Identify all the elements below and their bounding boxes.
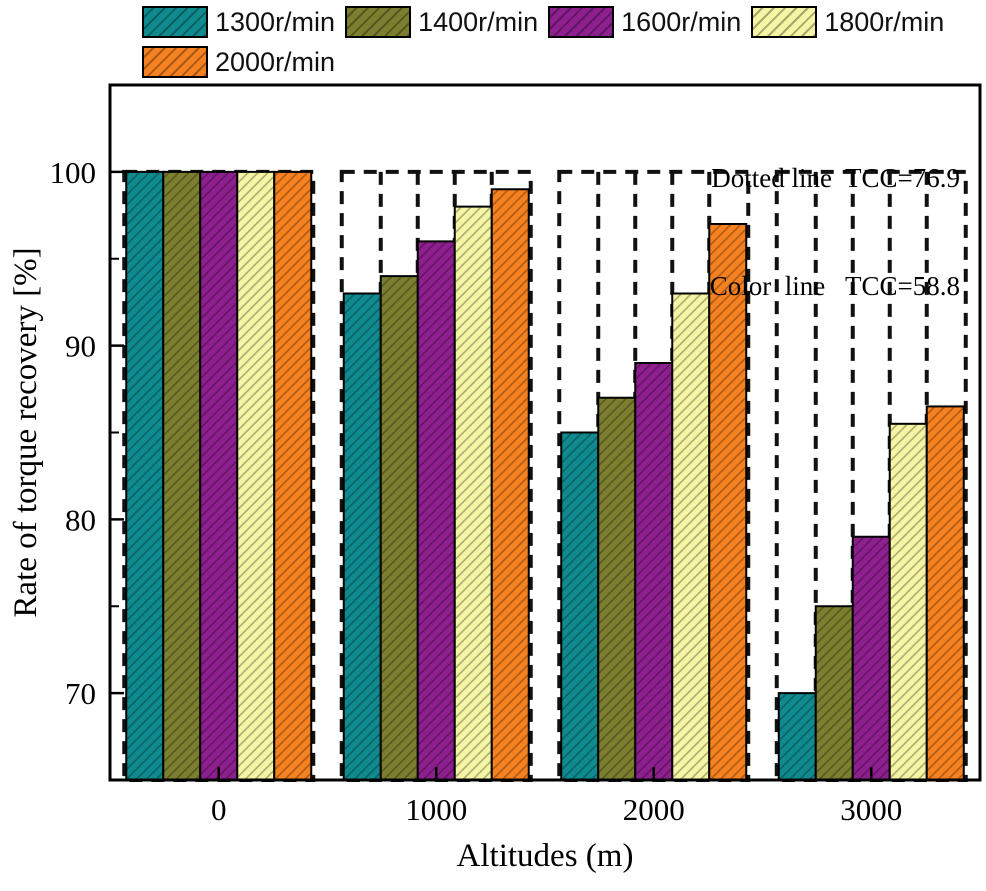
bar-hatch bbox=[381, 277, 417, 779]
legend-label-1800: 1800r/min bbox=[824, 7, 945, 37]
legend-item-1300: 1300r/min bbox=[142, 6, 335, 38]
legend-swatch-2000 bbox=[142, 46, 208, 78]
bar-hatch bbox=[673, 294, 709, 779]
legend-label-2000: 2000r/min bbox=[215, 47, 336, 77]
bar-hatch bbox=[710, 225, 746, 779]
legend-label-1400: 1400r/min bbox=[418, 7, 539, 37]
legend-item-1800: 1800r/min bbox=[751, 6, 944, 38]
bar-hatch bbox=[418, 242, 454, 779]
x-tick-label: 0 bbox=[211, 792, 227, 827]
x-tick-label: 3000 bbox=[840, 792, 902, 827]
legend-item-1600: 1600r/min bbox=[548, 6, 741, 38]
y-tick-label: 100 bbox=[50, 155, 97, 190]
bar-hatch bbox=[816, 607, 852, 779]
legend-label-1600: 1600r/min bbox=[621, 7, 742, 37]
bar-hatch bbox=[927, 407, 963, 779]
bar-hatch bbox=[636, 364, 672, 779]
y-tick-label: 70 bbox=[65, 676, 96, 711]
bar-hatch bbox=[238, 172, 274, 779]
bar-hatch bbox=[599, 398, 635, 779]
legend-swatch-1800 bbox=[751, 6, 818, 38]
legend: 1300r/min 1400r/min 1600r/min 1800r/min … bbox=[142, 6, 986, 78]
legend-swatch-1300 bbox=[142, 6, 208, 38]
x-axis-title: Altitudes (m) bbox=[457, 838, 634, 874]
y-tick-label: 80 bbox=[65, 502, 96, 537]
y-tick-label: 90 bbox=[65, 329, 96, 364]
annotation-dotted-line: Dotted line TCC=76.9 bbox=[711, 163, 960, 193]
legend-item-2000: 2000r/min bbox=[142, 46, 335, 78]
annotation-color-line: Color line TCC=58.8 bbox=[709, 271, 960, 301]
bar-hatch bbox=[562, 433, 598, 779]
x-tick-label: 1000 bbox=[405, 792, 467, 827]
legend-swatch-1400 bbox=[345, 6, 412, 38]
x-tick-label: 2000 bbox=[623, 792, 685, 827]
bar-hatch bbox=[201, 172, 237, 779]
legend-swatch-1600 bbox=[548, 6, 615, 38]
y-axis-title: Rate of torque recovery [%] bbox=[8, 247, 44, 617]
bar-hatch bbox=[853, 537, 889, 779]
axis-frame bbox=[108, 83, 982, 782]
annotation: Dotted line TCC=76.9 Color line TCC=58.8 bbox=[710, 88, 960, 376]
bar-hatch bbox=[455, 207, 491, 779]
legend-label-1300: 1300r/min bbox=[215, 7, 336, 37]
bar-hatch bbox=[779, 694, 815, 779]
legend-item-1400: 1400r/min bbox=[345, 6, 538, 38]
bar-hatch bbox=[164, 172, 200, 779]
bar-hatch bbox=[492, 190, 528, 779]
bar-hatch bbox=[344, 294, 380, 779]
bar-hatch bbox=[890, 424, 926, 779]
bar-hatch bbox=[127, 172, 163, 779]
bar-hatch bbox=[275, 172, 311, 779]
